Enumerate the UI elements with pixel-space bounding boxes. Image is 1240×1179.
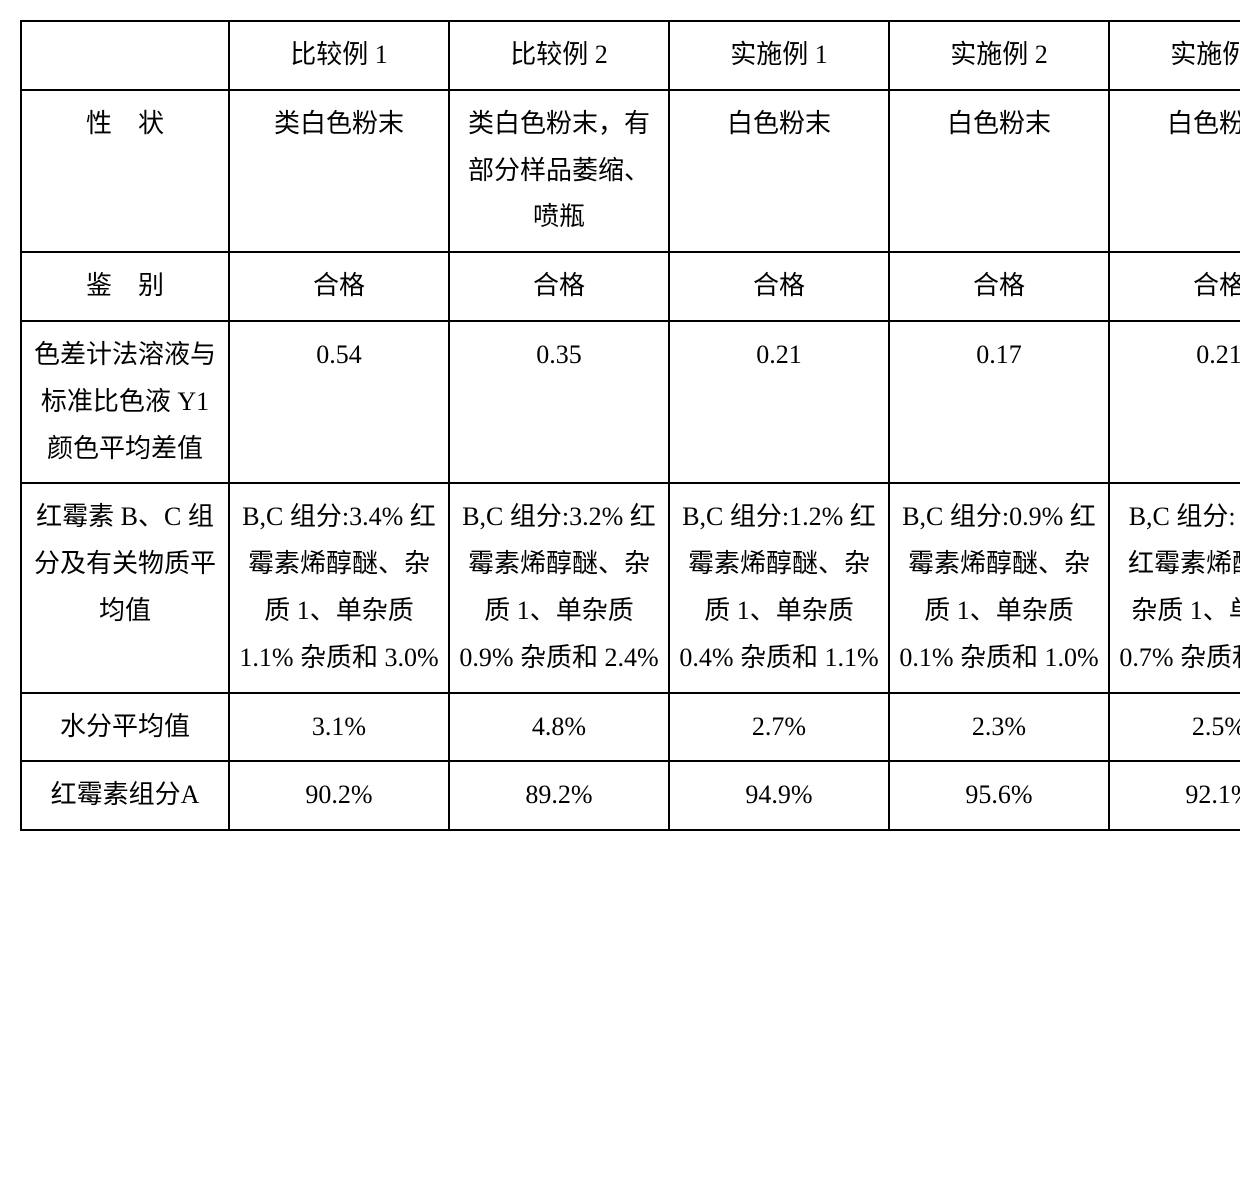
table-row: 水分平均值 3.1% 4.8% 2.7% 2.3% 2.5% [21,693,1240,762]
table-cell: 94.9% [669,761,889,830]
row-header: 鉴 别 [21,252,229,321]
table-cell: 0.54 [229,321,449,483]
table-cell: 4.8% [449,693,669,762]
table-cell: 合格 [889,252,1109,321]
table-cell: 合格 [229,252,449,321]
header-cell-3: 实施例 1 [669,21,889,90]
row-header: 色差计法溶液与标准比色液 Y1 颜色平均差值 [21,321,229,483]
table-cell: B,C 组分:3.2% 红霉素烯醇醚、杂质 1、单杂质 0.9% 杂质和 2.4… [449,483,669,692]
row-header: 性 状 [21,90,229,252]
table-row: 性 状 类白色粉末 类白色粉末，有部分样品萎缩、喷瓶 白色粉末 白色粉末 白色粉… [21,90,1240,252]
table-cell: 合格 [669,252,889,321]
header-cell-1: 比较例 1 [229,21,449,90]
table-cell: B,C 组分: 0.17%红霉素烯醇醚、杂质 1、单杂质 0.7% 杂质和 1.… [1109,483,1240,692]
table-cell: 90.2% [229,761,449,830]
header-cell-5: 实施例 3 [1109,21,1240,90]
table-cell: 合格 [1109,252,1240,321]
table-cell: 2.5% [1109,693,1240,762]
table-cell: 类白色粉末，有部分样品萎缩、喷瓶 [449,90,669,252]
header-cell-4: 实施例 2 [889,21,1109,90]
header-cell-empty [21,21,229,90]
table-cell: 92.1% [1109,761,1240,830]
table-cell: 2.7% [669,693,889,762]
table-row: 红霉素组分A 90.2% 89.2% 94.9% 95.6% 92.1% [21,761,1240,830]
table-cell: 类白色粉末 [229,90,449,252]
table-cell: 0.21 [669,321,889,483]
comparison-table: 比较例 1 比较例 2 实施例 1 实施例 2 实施例 3 性 状 类白色粉末 … [20,20,1240,831]
header-row: 比较例 1 比较例 2 实施例 1 实施例 2 实施例 3 [21,21,1240,90]
table-cell: 白色粉末 [669,90,889,252]
table-cell: 白色粉末 [1109,90,1240,252]
row-header: 水分平均值 [21,693,229,762]
table-cell: 0.17 [889,321,1109,483]
table-cell: 0.35 [449,321,669,483]
table-row: 鉴 别 合格 合格 合格 合格 合格 [21,252,1240,321]
table-cell: B,C 组分:1.2% 红霉素烯醇醚、杂质 1、单杂质 0.4% 杂质和 1.1… [669,483,889,692]
table-row: 红霉素 B、C 组分及有关物质平均值 B,C 组分:3.4% 红霉素烯醇醚、杂质… [21,483,1240,692]
table-row: 色差计法溶液与标准比色液 Y1 颜色平均差值 0.54 0.35 0.21 0.… [21,321,1240,483]
table-cell: 白色粉末 [889,90,1109,252]
header-cell-2: 比较例 2 [449,21,669,90]
row-header: 红霉素组分A [21,761,229,830]
row-header: 红霉素 B、C 组分及有关物质平均值 [21,483,229,692]
table-cell: 0.21 [1109,321,1240,483]
table-cell: 2.3% [889,693,1109,762]
table-cell: B,C 组分:0.9% 红霉素烯醇醚、杂质 1、单杂质 0.1% 杂质和 1.0… [889,483,1109,692]
table-cell: 89.2% [449,761,669,830]
table-cell: 95.6% [889,761,1109,830]
table-cell: 合格 [449,252,669,321]
table-cell: B,C 组分:3.4% 红霉素烯醇醚、杂质 1、单杂质 1.1% 杂质和 3.0… [229,483,449,692]
table-cell: 3.1% [229,693,449,762]
